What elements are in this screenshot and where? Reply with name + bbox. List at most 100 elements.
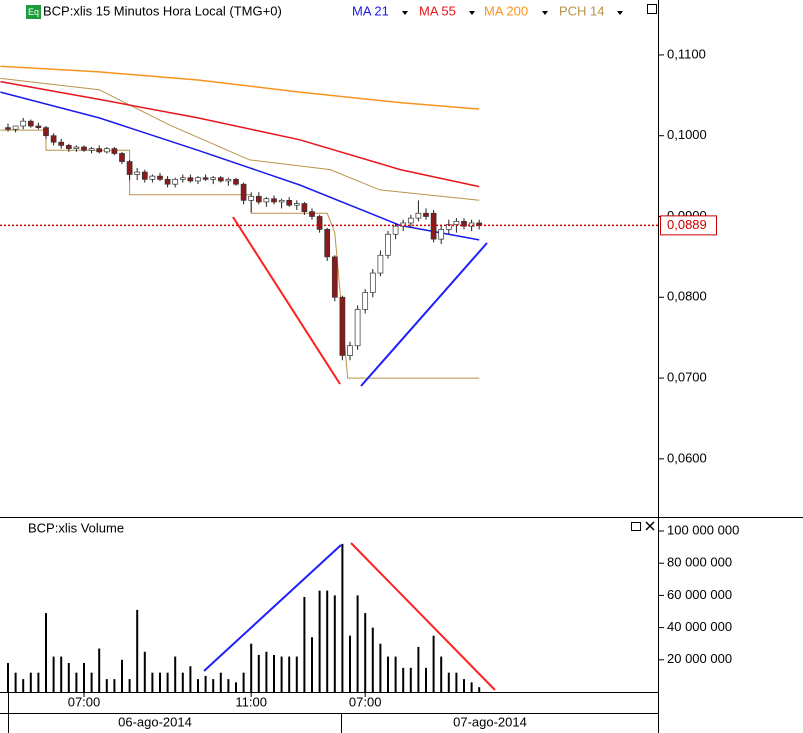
candle-body	[172, 178, 179, 185]
candle-body	[225, 178, 232, 182]
candle-body	[88, 148, 95, 151]
candle-body	[400, 222, 407, 227]
candle-body	[35, 125, 42, 128]
candle-body	[103, 148, 110, 153]
candle-body	[179, 177, 186, 180]
channel-line	[0, 77, 480, 201]
candle-body	[339, 296, 346, 356]
legend-entry[interactable]: MA 200	[484, 3, 528, 18]
candle-body	[445, 224, 452, 230]
candle-body	[255, 195, 262, 203]
candle-body	[58, 141, 65, 146]
candle-body	[119, 153, 125, 162]
candle-body	[73, 146, 80, 149]
candle-body	[263, 198, 270, 203]
candle-body	[149, 175, 156, 180]
candle-body	[81, 146, 87, 151]
candle-body	[407, 217, 414, 224]
candle-body	[286, 199, 293, 206]
legend-entry[interactable]: PCH 14	[559, 3, 605, 18]
y-tick-label: 100 000 000	[667, 522, 739, 537]
candle-body	[331, 256, 338, 298]
candle-body	[278, 199, 285, 203]
legend-menu[interactable]	[617, 11, 623, 15]
candle-body	[385, 233, 391, 256]
legend-entry[interactable]: MA 21	[352, 3, 389, 18]
candle-body	[210, 177, 217, 180]
candle-body	[316, 216, 323, 230]
volume-title: BCP:xlis Volume	[28, 520, 124, 535]
y-tick-label: 0,0800	[667, 289, 707, 304]
candle-body	[369, 272, 376, 293]
maximize-button[interactable]	[631, 522, 641, 531]
legend-menu[interactable]	[402, 11, 408, 15]
symbol-icon-label: Eq	[28, 7, 39, 17]
candle-body	[468, 222, 475, 227]
candle-body	[392, 225, 399, 235]
candle-body	[141, 171, 148, 180]
trend-line	[232, 216, 341, 385]
trend-line	[203, 544, 342, 672]
candle-body	[65, 145, 72, 149]
x-tick-label: 07:00	[349, 694, 382, 709]
date-label: 06-ago-2014	[118, 714, 192, 729]
candle-body	[301, 203, 308, 212]
y-tick-label: 0,0700	[667, 369, 707, 384]
chart-title: BCP:xlis 15 Minutos Hora Local (TMG+0)	[43, 3, 282, 18]
candle-body	[309, 211, 315, 217]
y-tick-label: 0,1100	[667, 46, 706, 61]
legend-menu[interactable]	[542, 11, 548, 15]
candle-body	[438, 229, 445, 240]
trend-line	[350, 542, 496, 691]
x-tick-label: 11:00	[235, 694, 267, 709]
ma-line	[0, 91, 480, 241]
candle-body	[187, 177, 194, 182]
candle-body	[240, 183, 247, 201]
candle-body	[324, 229, 331, 258]
candle-body	[195, 177, 201, 182]
candle-body	[248, 195, 255, 201]
candle-body	[96, 148, 103, 153]
candle-body	[233, 178, 239, 185]
candle-body	[271, 198, 277, 203]
candle-body	[164, 178, 171, 185]
candle-body	[415, 212, 422, 219]
candle-body	[461, 220, 467, 227]
candle-body	[43, 127, 49, 137]
last-price-label: 0,0889	[667, 217, 707, 232]
candle-body	[5, 127, 11, 130]
y-tick-label: 40 000 000	[667, 619, 732, 634]
plot-layer	[0, 65, 483, 692]
candle-body	[12, 125, 19, 130]
y-tick-label: 80 000 000	[667, 555, 732, 570]
y-tick-label: 0,0600	[667, 450, 707, 465]
candle-body	[476, 222, 483, 226]
candle-body	[347, 345, 353, 356]
trend-line	[360, 242, 488, 387]
candle-body	[217, 177, 224, 182]
candle-body	[202, 177, 209, 180]
candle-body	[377, 254, 384, 274]
candle-body	[293, 203, 300, 206]
candle-body	[20, 120, 27, 127]
candle-body	[50, 135, 57, 143]
maximize-button[interactable]	[647, 4, 657, 14]
symbol-icon	[26, 5, 41, 19]
candle-body	[362, 292, 369, 310]
candle-body	[430, 212, 437, 240]
candle-body	[423, 212, 429, 217]
legend-menu[interactable]	[469, 11, 475, 15]
x-tick-label: 07:00	[68, 694, 101, 709]
last-price-box	[660, 215, 717, 236]
legend-entry[interactable]: MA 55	[419, 3, 456, 18]
ma-line	[0, 65, 480, 110]
y-tick-label: 20 000 000	[667, 651, 732, 666]
ma-line	[0, 80, 480, 188]
y-tick-label: 60 000 000	[667, 587, 732, 602]
close-button[interactable]	[645, 521, 655, 531]
candle-body	[157, 175, 163, 180]
candle-body	[354, 309, 361, 347]
candle-body	[453, 220, 460, 225]
